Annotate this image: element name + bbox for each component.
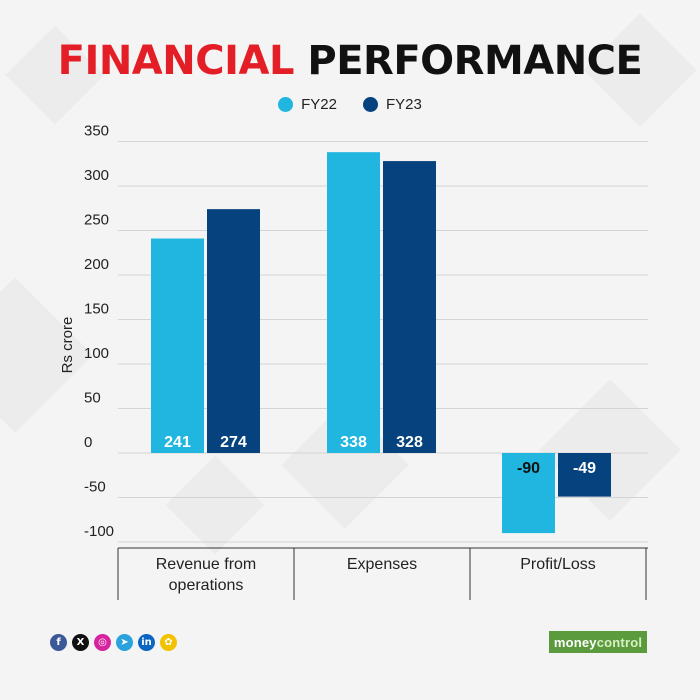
social-icons: f X ◎ ➤ in ✿ (50, 634, 177, 651)
y-tick-label: -100 (84, 523, 114, 540)
data-label: 241 (164, 434, 191, 451)
y-tick-label: 150 (84, 301, 109, 318)
legend-swatch-fy23 (363, 97, 378, 112)
instagram-icon[interactable]: ◎ (94, 634, 111, 651)
y-axis-title: Rs crore (59, 317, 76, 374)
legend-label-fy22: FY22 (301, 96, 337, 113)
legend-item-fy23: FY23 (363, 96, 422, 113)
y-tick-label: 50 (84, 390, 101, 407)
legend-swatch-fy22 (278, 97, 294, 112)
data-label: 274 (220, 434, 247, 451)
data-label: -90 (517, 460, 540, 477)
title-black-part: PERFORMANCE (307, 38, 643, 84)
category-label: Profit/Loss (520, 556, 596, 573)
data-label: 338 (340, 434, 367, 451)
category-label: operations (169, 577, 244, 594)
y-tick-label: 100 (84, 345, 109, 362)
legend-label-fy23: FY23 (386, 96, 422, 113)
y-tick-label: 300 (84, 167, 109, 184)
bar-fy23 (558, 453, 611, 497)
bar-fy22 (327, 152, 380, 453)
y-tick-label: 200 (84, 256, 109, 273)
category-label: Expenses (347, 556, 417, 573)
facebook-icon[interactable]: f (50, 634, 67, 651)
brand-logo-part1: money (553, 634, 597, 650)
chart-title: FINANCIAL PERFORMANCE (0, 38, 700, 84)
telegram-icon[interactable]: ➤ (116, 634, 133, 651)
data-label: 328 (396, 434, 423, 451)
bar-fy23 (383, 161, 436, 453)
linkedin-icon[interactable]: in (138, 634, 155, 651)
legend: FY22 FY23 (0, 96, 700, 113)
legend-item-fy22: FY22 (278, 96, 337, 113)
category-label: Revenue from (156, 556, 257, 573)
snapchat-icon[interactable]: ✿ (160, 634, 177, 651)
y-tick-label: 250 (84, 212, 109, 229)
bar-fy23 (207, 209, 260, 453)
y-tick-label: -50 (84, 479, 106, 496)
brand-logo: money control (549, 631, 647, 653)
title-red-part: FINANCIAL (57, 38, 295, 84)
bar-fy22 (502, 453, 555, 534)
brand-logo-part2: control (596, 634, 643, 650)
y-tick-label: 0 (84, 434, 92, 451)
data-label: -49 (573, 460, 596, 477)
x-icon[interactable]: X (72, 634, 89, 651)
bar-fy22 (151, 238, 204, 453)
y-tick-label: 350 (84, 123, 109, 140)
